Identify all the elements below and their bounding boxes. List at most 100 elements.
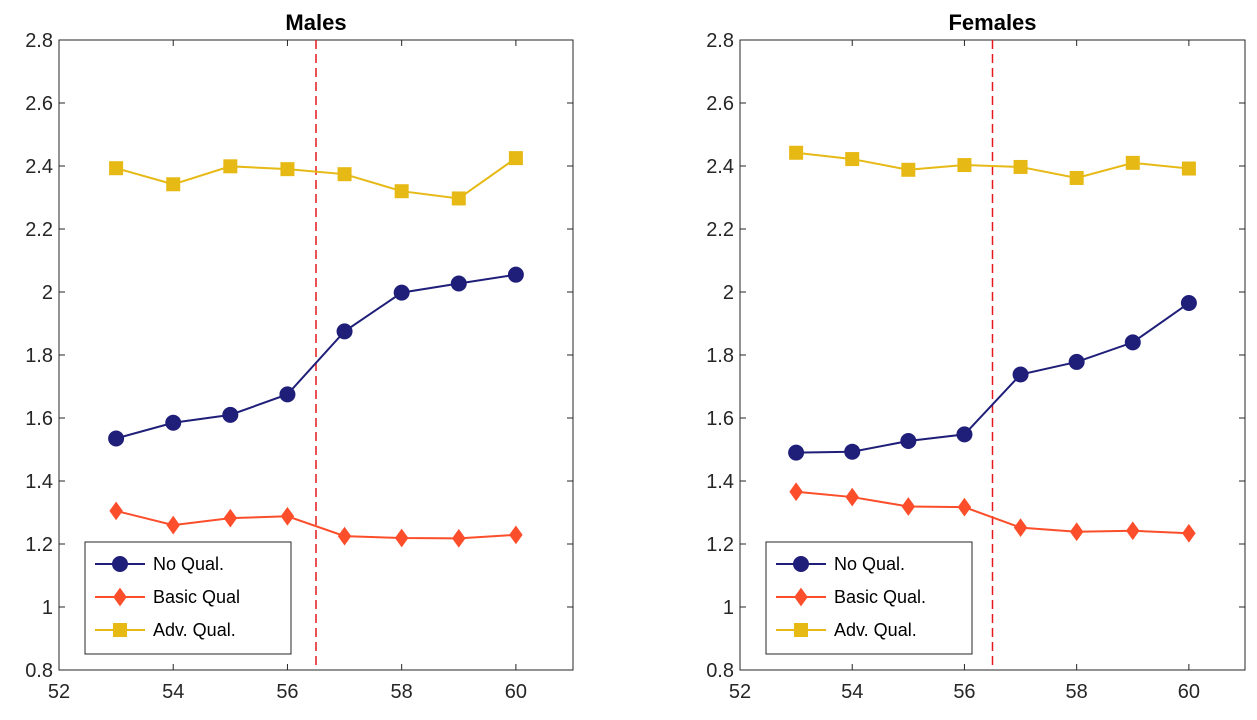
data-point <box>393 284 410 301</box>
x-tick-label: 54 <box>841 681 863 703</box>
data-point <box>509 525 523 545</box>
data-point <box>508 151 523 166</box>
legend-entry: No Qual. <box>95 554 224 574</box>
data-point <box>957 497 972 517</box>
data-point <box>452 528 466 548</box>
x-tick-label: 52 <box>48 681 70 703</box>
y-tick-label: 2.6 <box>25 93 53 115</box>
data-point <box>450 275 467 292</box>
series-basic-qual <box>109 501 523 548</box>
legend-marker <box>112 556 128 572</box>
x-tick-label: 58 <box>391 681 413 703</box>
data-point <box>336 323 353 340</box>
x-tick-label: 54 <box>162 681 184 703</box>
legend-label: Adv. Qual. <box>153 620 236 640</box>
data-point <box>901 162 916 177</box>
series-adv-qual <box>109 151 523 206</box>
data-point <box>788 444 805 461</box>
panel-females: 0.8 1 1.2 1.4 1.6 1.8 2 2.2 2.4 2.6 2.8 52 54 56 58 60 F… <box>706 10 1246 703</box>
data-point <box>337 167 352 182</box>
data-point <box>507 266 524 283</box>
y-tick-label: 2 <box>42 282 53 304</box>
legend: No Qual. Basic Qual. Adv. Qual. <box>765 541 973 655</box>
legend-marker <box>794 587 808 607</box>
x-tick-label: 56 <box>276 681 298 703</box>
data-point <box>109 501 123 521</box>
data-point <box>957 158 972 173</box>
y-tick-label: 2.2 <box>706 219 734 241</box>
y-tick-label: 0.8 <box>706 660 734 682</box>
y-tick-label: 2.4 <box>25 156 53 178</box>
legend-entry: Basic Qual. <box>776 587 926 607</box>
series-line <box>795 151 1189 179</box>
x-tick-label: 60 <box>505 681 527 703</box>
y-tick-label: 1 <box>42 597 53 619</box>
series-line <box>796 490 1189 535</box>
x-tick-label: 56 <box>953 681 975 703</box>
y-tick-label: 1.4 <box>706 471 734 493</box>
legend-entry: No Qual. <box>776 554 905 574</box>
series-basic-qual <box>789 482 1196 543</box>
series-adv-qual <box>789 145 1196 185</box>
legend-entry: Adv. Qual. <box>95 620 236 640</box>
legend-label: Adv. Qual. <box>834 620 917 640</box>
data-point <box>1013 518 1028 537</box>
data-point <box>789 482 803 502</box>
data-point <box>1181 161 1196 176</box>
data-point <box>280 162 295 177</box>
legend-label: Basic Qual <box>153 587 240 607</box>
series-no-qual <box>108 266 524 447</box>
data-point <box>279 386 296 403</box>
y-tick-label: 1 <box>723 597 734 619</box>
data-point <box>222 406 239 423</box>
data-point <box>1013 159 1028 174</box>
data-point <box>337 526 352 546</box>
series-line <box>796 302 1190 454</box>
series-line <box>115 509 516 540</box>
legend-label: No Qual. <box>834 554 905 574</box>
y-tick-label: 1.6 <box>706 408 734 430</box>
y-tick-label: 1.2 <box>25 534 53 556</box>
legend-marker <box>793 556 809 572</box>
data-point <box>845 487 859 507</box>
data-point <box>394 528 409 548</box>
data-point <box>165 414 182 431</box>
data-point <box>1126 521 1140 541</box>
data-point <box>789 145 804 160</box>
y-tick-label: 1.2 <box>706 534 734 556</box>
chart-title: Females <box>948 10 1036 35</box>
y-tick-label: 2.6 <box>706 93 734 115</box>
legend-entry: Adv. Qual. <box>776 620 917 640</box>
series-line <box>115 273 517 440</box>
legend-marker <box>113 623 127 637</box>
data-point <box>956 426 973 443</box>
x-tick-label: 52 <box>729 681 751 703</box>
x-tick-label: 58 <box>1066 681 1088 703</box>
legend-marker <box>794 623 808 637</box>
data-point <box>108 430 125 447</box>
legend: No Qual. Basic Qual Adv. Qual. <box>84 541 292 655</box>
data-point <box>280 506 295 526</box>
data-point <box>166 515 180 535</box>
data-point <box>1012 366 1029 383</box>
data-point <box>1069 170 1084 185</box>
data-point <box>1180 295 1197 312</box>
y-tick-label: 1.8 <box>706 345 734 367</box>
y-tick-label: 2.4 <box>706 156 734 178</box>
y-tick-label: 2.2 <box>25 219 53 241</box>
y-tick-label: 0.8 <box>25 660 53 682</box>
data-point <box>394 184 409 199</box>
data-point <box>166 177 181 192</box>
data-point <box>1069 522 1084 542</box>
legend-marker <box>113 587 127 607</box>
data-point <box>1068 353 1085 370</box>
legend-entry: Basic Qual <box>95 587 240 607</box>
data-point <box>1182 523 1196 543</box>
series-no-qual <box>788 295 1197 461</box>
data-point <box>1124 334 1141 351</box>
x-tick-label: 60 <box>1178 681 1200 703</box>
y-tick-label: 1.6 <box>25 408 53 430</box>
series-line <box>115 157 517 200</box>
